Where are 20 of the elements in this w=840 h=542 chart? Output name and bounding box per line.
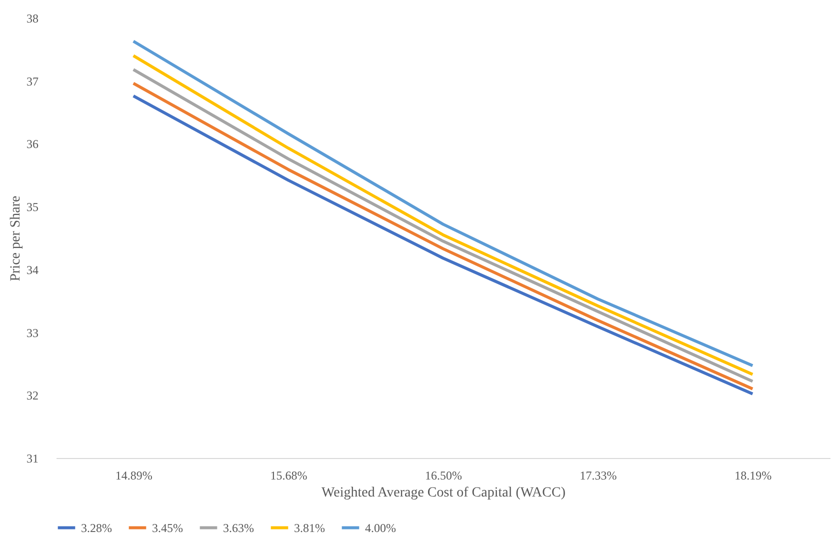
x-tick-label: 18.19% (734, 468, 772, 482)
y-tick-label: 37 (26, 74, 38, 88)
legend-label: 3.81% (294, 520, 325, 535)
y-axis-title: Price per Share (8, 196, 24, 282)
y-tick-label: 35 (26, 200, 38, 214)
y-tick-label: 34 (26, 262, 38, 277)
x-tick-label: 14.89% (115, 468, 152, 482)
y-tick-label: 38 (26, 12, 38, 26)
x-tick-label: 15.68% (270, 468, 308, 482)
y-tick-label: 33 (26, 326, 38, 340)
legend-label: 3.63% (223, 520, 254, 535)
x-axis-title: Weighted Average Cost of Capital (WACC) (322, 486, 566, 500)
y-tick-label: 36 (26, 137, 38, 152)
x-tick-label: 16.50% (425, 468, 462, 482)
legend-label: 3.45% (152, 520, 183, 535)
legend-label: 3.28% (81, 520, 112, 535)
legend-label: 4.00% (365, 520, 396, 535)
y-tick-label: 31 (26, 452, 38, 466)
x-tick-label: 17.33% (580, 468, 617, 482)
y-tick-label: 32 (26, 388, 38, 403)
